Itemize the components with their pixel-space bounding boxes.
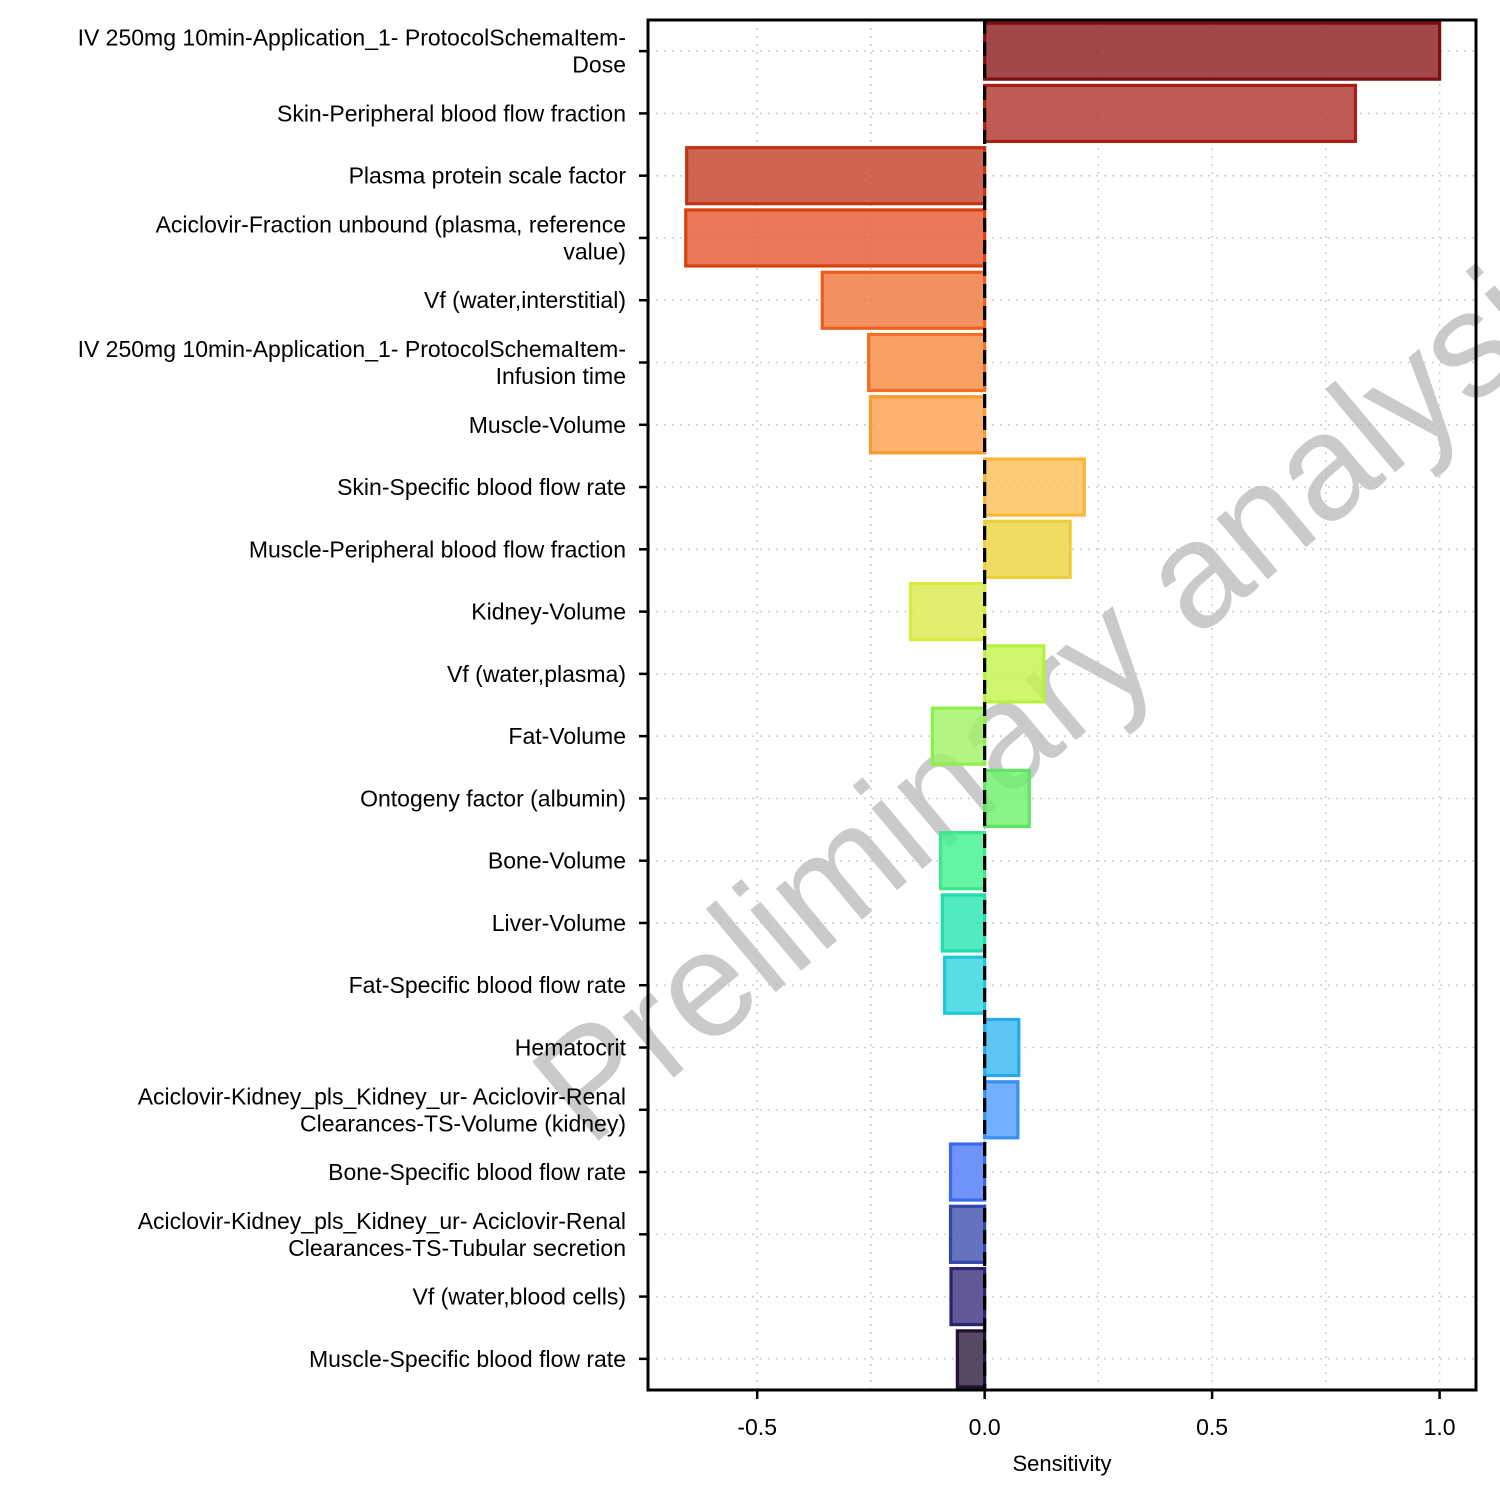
y-tick-label: Muscle-Specific blood flow rate [309, 1346, 626, 1372]
bar [868, 395, 987, 455]
y-tick-label: Muscle-Peripheral blood flow fraction [249, 536, 626, 562]
bar [983, 21, 1442, 81]
bar [983, 457, 1086, 517]
x-axis: -0.5 0.0 0.5 1.0 [737, 1390, 1456, 1440]
bar [940, 893, 987, 953]
y-tick-label: Liver-Volume [492, 910, 626, 936]
bar [983, 1080, 1020, 1140]
bar [983, 768, 1031, 829]
bar [948, 1204, 987, 1264]
bar [908, 581, 987, 642]
bar [983, 1017, 1021, 1078]
y-tick-label: Skin-Peripheral blood flow fraction [277, 100, 626, 126]
y-tick-label: IV 250mg 10min-Application_1- ProtocolSc… [78, 336, 626, 389]
y-tick-label: Hematocrit [515, 1035, 627, 1061]
y-tick-label: Aciclovir-Fraction unbound (plasma, refe… [156, 211, 626, 264]
x-tick-label: 0.0 [969, 1414, 1001, 1440]
y-tick-label: Muscle-Volume [469, 412, 626, 438]
bar [948, 1142, 987, 1202]
y-tick-label: Ontogeny factor (albumin) [360, 785, 626, 811]
x-tick-label: -0.5 [737, 1414, 777, 1440]
y-axis-labels: IV 250mg 10min-Application_1- ProtocolSc… [78, 25, 648, 1372]
bar [938, 831, 987, 891]
y-tick-label: Aciclovir-Kidney_pls_Kidney_ur- Aciclovi… [138, 1208, 626, 1261]
bar-layer [684, 21, 1442, 1389]
y-tick-label: Plasma protein scale factor [349, 163, 627, 189]
y-tick-label: Bone-Volume [488, 848, 626, 874]
bar [684, 208, 987, 268]
bar [820, 270, 987, 330]
y-tick-label: Fat-Specific blood flow rate [349, 972, 626, 998]
bar [983, 644, 1046, 704]
bar [867, 332, 987, 393]
bar [983, 83, 1358, 144]
x-axis-title: Sensitivity [1012, 1451, 1111, 1476]
y-tick-label: Kidney-Volume [471, 599, 626, 625]
bar [983, 519, 1072, 579]
bar [955, 1329, 987, 1389]
y-tick-label: Vf (water,blood cells) [413, 1284, 626, 1310]
bar [930, 706, 987, 766]
bar [949, 1266, 987, 1327]
bar [943, 955, 987, 1015]
plot-frame [646, 18, 1478, 1392]
y-tick-label: Skin-Specific blood flow rate [337, 474, 626, 500]
x-tick-label: 0.5 [1196, 1414, 1228, 1440]
y-tick-label: Aciclovir-Kidney_pls_Kidney_ur- Aciclovi… [138, 1083, 626, 1136]
y-tick-label: Vf (water,plasma) [447, 661, 626, 687]
x-tick-label: 1.0 [1424, 1414, 1456, 1440]
grid-layer [648, 20, 1476, 1390]
y-tick-label: Bone-Specific blood flow rate [328, 1159, 626, 1185]
bar [685, 146, 987, 206]
y-tick-label: Fat-Volume [508, 723, 626, 749]
y-tick-label: Vf (water,interstitial) [424, 287, 626, 313]
y-tick-label: IV 250mg 10min-Application_1- ProtocolSc… [78, 25, 626, 78]
